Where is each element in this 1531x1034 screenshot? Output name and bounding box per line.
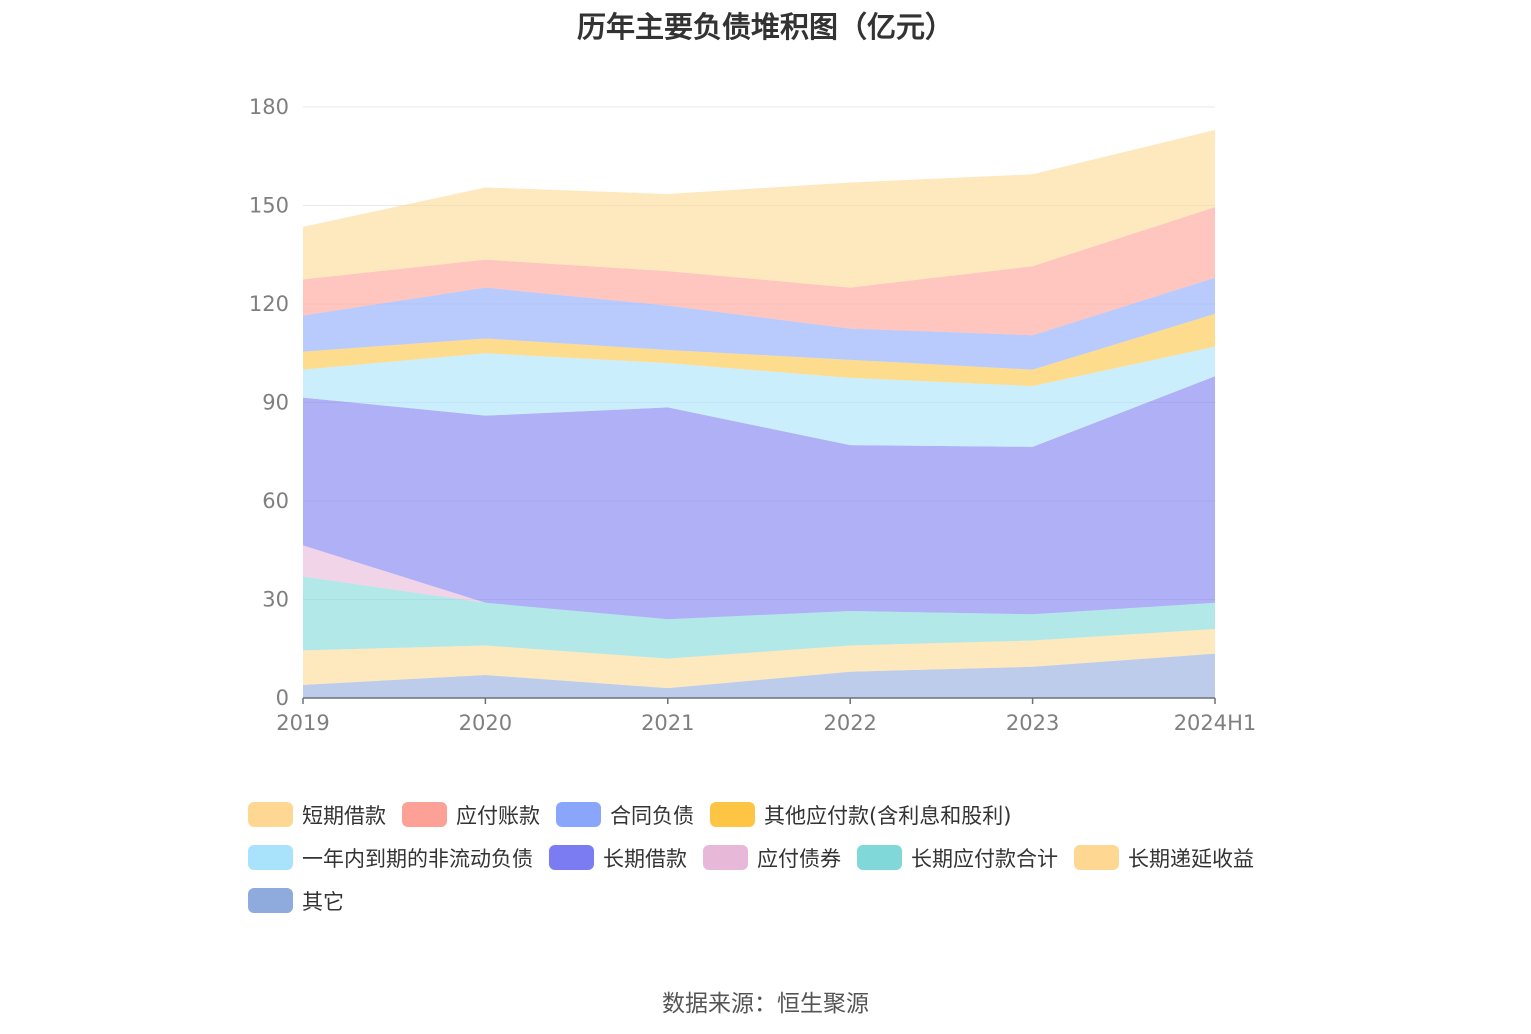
area-series-4 xyxy=(303,376,1215,620)
chart-title: 历年主要负债堆积图（亿元） xyxy=(576,10,954,44)
legend-item[interactable]: 其他应付款(含利息和股利) xyxy=(710,802,1012,828)
legend-swatch xyxy=(703,845,748,870)
legend-label: 其它 xyxy=(302,889,344,914)
x-tick-label: 2023 xyxy=(1006,711,1059,735)
legend-item[interactable]: 其它 xyxy=(248,888,344,914)
x-tick-label: 2022 xyxy=(823,711,876,735)
legend-label: 一年内到期的非流动负债 xyxy=(302,846,533,871)
legend-item[interactable]: 一年内到期的非流动负债 xyxy=(248,845,533,871)
area-series-0 xyxy=(303,653,1215,698)
legend-swatch xyxy=(710,802,755,827)
legend-item[interactable]: 长期借款 xyxy=(549,845,687,871)
data-source-note: 数据来源：恒生聚源 xyxy=(662,991,869,1017)
legend-item[interactable]: 短期借款 xyxy=(248,802,386,828)
area-series-9 xyxy=(303,129,1215,288)
legend-item[interactable]: 应付账款 xyxy=(402,802,540,828)
legend-label: 合同负债 xyxy=(610,803,694,828)
legend-item[interactable]: 长期递延收益 xyxy=(1074,845,1254,871)
area-series-7 xyxy=(303,277,1215,370)
x-tick-label: 2020 xyxy=(459,711,512,735)
area-series xyxy=(303,129,1215,698)
legend-label: 应付账款 xyxy=(456,803,540,828)
legend-swatch xyxy=(1074,845,1119,870)
area-series-6 xyxy=(303,313,1215,387)
y-tick-label: 150 xyxy=(249,194,289,218)
legend-item[interactable]: 长期应付款合计 xyxy=(857,845,1058,871)
legend-item[interactable]: 应付债券 xyxy=(703,845,841,871)
legend-label: 长期递延收益 xyxy=(1128,846,1254,871)
legend-swatch xyxy=(248,888,293,913)
legend-label: 长期借款 xyxy=(603,846,687,871)
legend-swatch xyxy=(857,845,902,870)
axes: 0 30 60 90 120 150 180 2019 2020 2021 2022 2023 2024… xyxy=(249,95,1256,735)
x-tick-label: 2019 xyxy=(276,711,329,735)
legend-swatch xyxy=(556,802,601,827)
y-tick-label: 60 xyxy=(262,489,289,513)
area-series-1 xyxy=(303,629,1215,689)
legend-swatch xyxy=(248,845,293,870)
y-tick-label: 90 xyxy=(262,391,289,415)
legend-label: 短期借款 xyxy=(302,803,386,828)
area-series-8 xyxy=(303,207,1215,336)
y-tick-label: 120 xyxy=(249,292,289,316)
legend-swatch xyxy=(402,802,447,827)
x-tick-label: 2024H1 xyxy=(1174,711,1257,735)
y-tick-label: 30 xyxy=(262,588,289,612)
legend-item[interactable]: 合同负债 xyxy=(556,802,694,828)
legend-label: 应付债券 xyxy=(757,846,841,871)
legend-label: 其他应付款(含利息和股利) xyxy=(764,803,1012,828)
area-series-5 xyxy=(303,346,1215,447)
x-tick-label: 2021 xyxy=(641,711,694,735)
y-tick-label: 0 xyxy=(276,686,289,710)
area-series-2 xyxy=(303,576,1215,659)
legend-label: 长期应付款合计 xyxy=(911,846,1058,871)
legend: 短期借款 应付账款 合同负债 其他应付款(含利息和股利) 一年内到期的非流动负债 长期借款… xyxy=(248,802,1328,914)
legend-swatch xyxy=(549,845,594,870)
legend-swatch xyxy=(248,802,293,827)
y-tick-label: 180 xyxy=(249,95,289,119)
